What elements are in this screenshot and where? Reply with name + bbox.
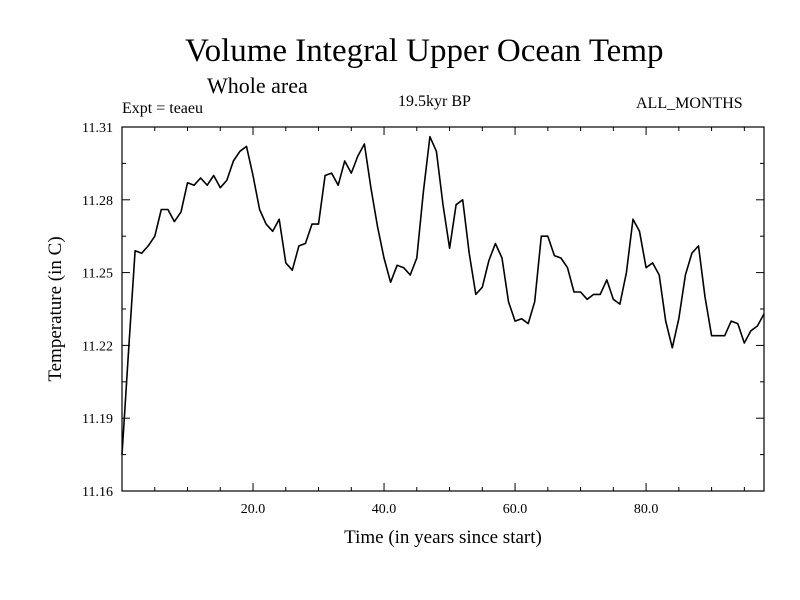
x-tick-label: 40.0 bbox=[372, 502, 397, 517]
months-label: ALL_MONTHS bbox=[636, 95, 743, 112]
chart-subtitle: Whole area bbox=[207, 73, 308, 98]
experiment-label: Expt = teaeu bbox=[122, 100, 203, 117]
chart-title: Volume Integral Upper Ocean Temp bbox=[185, 33, 664, 69]
y-tick-label: 11.16 bbox=[82, 485, 113, 500]
x-tick-label: 20.0 bbox=[241, 502, 266, 517]
period-label: 19.5kyr BP bbox=[398, 93, 471, 110]
series-line-temperature bbox=[121, 135, 765, 455]
y-tick-label: 11.25 bbox=[82, 267, 113, 282]
y-tick-label: 11.22 bbox=[82, 339, 113, 354]
x-tick-label: 80.0 bbox=[634, 502, 659, 517]
y-tick-label: 11.19 bbox=[82, 412, 113, 427]
x-tick-label: 60.0 bbox=[503, 502, 528, 517]
x-axis-label: Time (in years since start) bbox=[344, 527, 542, 548]
y-tick-label: 11.31 bbox=[82, 121, 113, 136]
y-tick-label: 11.28 bbox=[82, 194, 113, 209]
y-axis-label: Temperature (in C) bbox=[45, 236, 66, 381]
plot-frame bbox=[121, 126, 765, 492]
